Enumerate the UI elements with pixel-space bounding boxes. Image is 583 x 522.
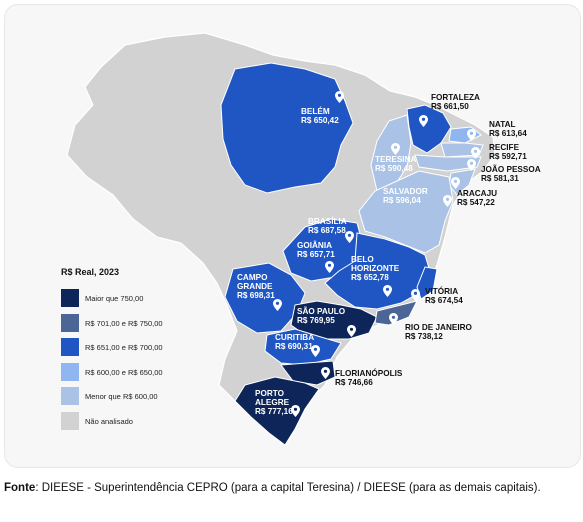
- source-text: : DIEESE - Superintendência CEPRO (para …: [35, 482, 541, 494]
- legend-swatch: [61, 313, 79, 332]
- city-value: R$ 547,22: [457, 198, 495, 207]
- legend-label: Maior que 750,00: [85, 294, 144, 303]
- city-label-belem: BELÉM R$ 650,42: [301, 107, 339, 125]
- city-value: R$ 738,12: [405, 332, 443, 341]
- state-parana: [264, 328, 342, 366]
- location-pin-icon: [345, 231, 354, 243]
- city-value: R$ 674,54: [425, 296, 463, 305]
- state-mato-grosso-do-sul: [224, 262, 306, 334]
- city-name: BELO HORIZONTE: [351, 255, 400, 273]
- city-name: CAMPO GRANDE: [237, 273, 273, 291]
- city-value: R$ 650,42: [301, 116, 339, 125]
- brazil-map: [66, 32, 496, 446]
- location-pin-icon: [321, 367, 330, 379]
- legend-swatch: [61, 387, 79, 405]
- city-name: FORTALEZA: [431, 93, 480, 102]
- city-value: R$ 690,31: [275, 342, 313, 351]
- city-label-teresina: TERESINA R$ 590,48: [375, 155, 416, 173]
- city-label-sao-paulo: SÃO PAULO R$ 769,95: [297, 307, 345, 325]
- city-value: R$ 661,50: [431, 102, 469, 111]
- legend-swatch: [61, 362, 79, 381]
- city-label-curitiba: CURITIBA R$ 690,31: [275, 333, 314, 351]
- city-value: R$ 777,16: [255, 407, 293, 416]
- location-pin-icon: [411, 289, 420, 301]
- location-pin-icon: [291, 405, 300, 417]
- city-value: R$ 590,48: [375, 164, 413, 173]
- city-label-salvador: SALVADOR R$ 596,04: [383, 187, 428, 205]
- city-name: ARACAJU: [457, 189, 498, 198]
- state-pernambuco: [414, 154, 482, 172]
- city-label-campo-grande: CAMPO GRANDE R$ 698,31: [237, 273, 287, 300]
- city-label-porto-alegre: PORTO ALEGRE R$ 777,16: [255, 389, 303, 416]
- state-bahia: [358, 170, 454, 254]
- city-name: RECIFE: [489, 143, 520, 152]
- city-name: VITÓRIA: [425, 287, 459, 296]
- location-pin-icon: [389, 313, 398, 325]
- legend-swatch: [61, 411, 79, 430]
- city-value: R$ 657,71: [297, 250, 335, 259]
- map-card: BELÉM R$ 650,42 FORTALEZA R$ 661,50 NATA…: [4, 4, 581, 468]
- city-value: R$ 596,04: [383, 196, 421, 205]
- city-label-natal: NATAL R$ 613,64: [489, 120, 527, 138]
- city-label-belo-horizonte: BELO HORIZONTE R$ 652,78: [351, 255, 415, 282]
- location-pin-icon: [467, 159, 476, 171]
- location-pin-icon: [467, 129, 476, 141]
- location-pin-icon: [347, 325, 356, 337]
- state-rio-de-janeiro: [374, 300, 418, 326]
- state-rio-grande-do-sul: [234, 376, 320, 446]
- city-name: JOÃO PESSOA: [481, 165, 541, 174]
- legend-label: Não analisado: [85, 416, 133, 426]
- city-label-vitoria: VITÓRIA R$ 674,54: [425, 287, 463, 305]
- legend-label: R$ 651,00 e R$ 700,00: [85, 343, 163, 352]
- legend-title: R$ Real, 2023: [61, 267, 120, 277]
- city-value: R$ 613,64: [489, 129, 527, 138]
- state-para: [220, 62, 354, 194]
- city-name: BRASÍLIA: [308, 217, 347, 226]
- city-label-brasilia: BRASÍLIA R$ 687,58: [308, 217, 347, 235]
- source-note: Fonte: DIEESE - Superintendência CEPRO (…: [4, 478, 580, 498]
- legend-label: R$ 701,00 e R$ 750,00: [85, 318, 163, 328]
- city-name: BELÉM: [301, 107, 330, 116]
- location-pin-icon: [335, 91, 344, 103]
- city-value: R$ 698,31: [237, 291, 275, 300]
- city-value: R$ 746,66: [335, 378, 373, 387]
- location-pin-icon: [471, 147, 480, 159]
- location-pin-icon: [391, 143, 400, 155]
- city-name: SALVADOR: [383, 187, 428, 196]
- legend-label: Menor que R$ 600,00: [85, 392, 158, 401]
- state-espirito-santo: [416, 266, 438, 300]
- city-name: FLORIANÓPOLIS: [335, 369, 403, 378]
- city-value: R$ 592,71: [489, 152, 527, 161]
- city-value: R$ 652,78: [351, 273, 389, 282]
- city-name: TERESINA: [375, 155, 417, 164]
- legend-swatch: [61, 289, 79, 307]
- city-label-goiania: GOIÂNIA R$ 657,71: [297, 241, 335, 259]
- location-pin-icon: [451, 177, 460, 189]
- city-label-recife: RECIFE R$ 592,71: [489, 143, 527, 161]
- city-label-aracaju: ARACAJU R$ 547,22: [457, 189, 497, 207]
- city-name: CURITIBA: [275, 333, 315, 342]
- city-label-rio-de-janeiro: RIO DE JANEIRO R$ 738,12: [405, 323, 472, 341]
- location-pin-icon: [383, 285, 392, 297]
- city-value: R$ 769,95: [297, 316, 335, 325]
- location-pin-icon: [419, 115, 428, 127]
- state-minas-gerais: [324, 232, 432, 310]
- legend-swatch: [61, 338, 79, 356]
- city-name: PORTO ALEGRE: [255, 389, 290, 407]
- legend-label: R$ 600,00 e R$ 650,00: [85, 367, 163, 377]
- city-name: NATAL: [489, 120, 516, 129]
- source-label: Fonte: [4, 482, 36, 494]
- city-label-joao-pessoa: JOÃO PESSOA R$ 581,31: [481, 165, 541, 183]
- city-label-florianopolis: FLORIANÓPOLIS R$ 746,66: [335, 369, 402, 387]
- city-label-fortaleza: FORTALEZA R$ 661,50: [431, 93, 480, 111]
- city-name: SÃO PAULO: [297, 307, 346, 316]
- location-pin-icon: [443, 195, 452, 207]
- city-value: R$ 687,58: [308, 226, 346, 235]
- city-value: R$ 581,31: [481, 174, 519, 183]
- location-pin-icon: [273, 299, 282, 311]
- city-name: GOIÂNIA: [297, 241, 333, 250]
- location-pin-icon: [311, 345, 320, 357]
- city-name: RIO DE JANEIRO: [405, 323, 472, 332]
- location-pin-icon: [325, 261, 334, 273]
